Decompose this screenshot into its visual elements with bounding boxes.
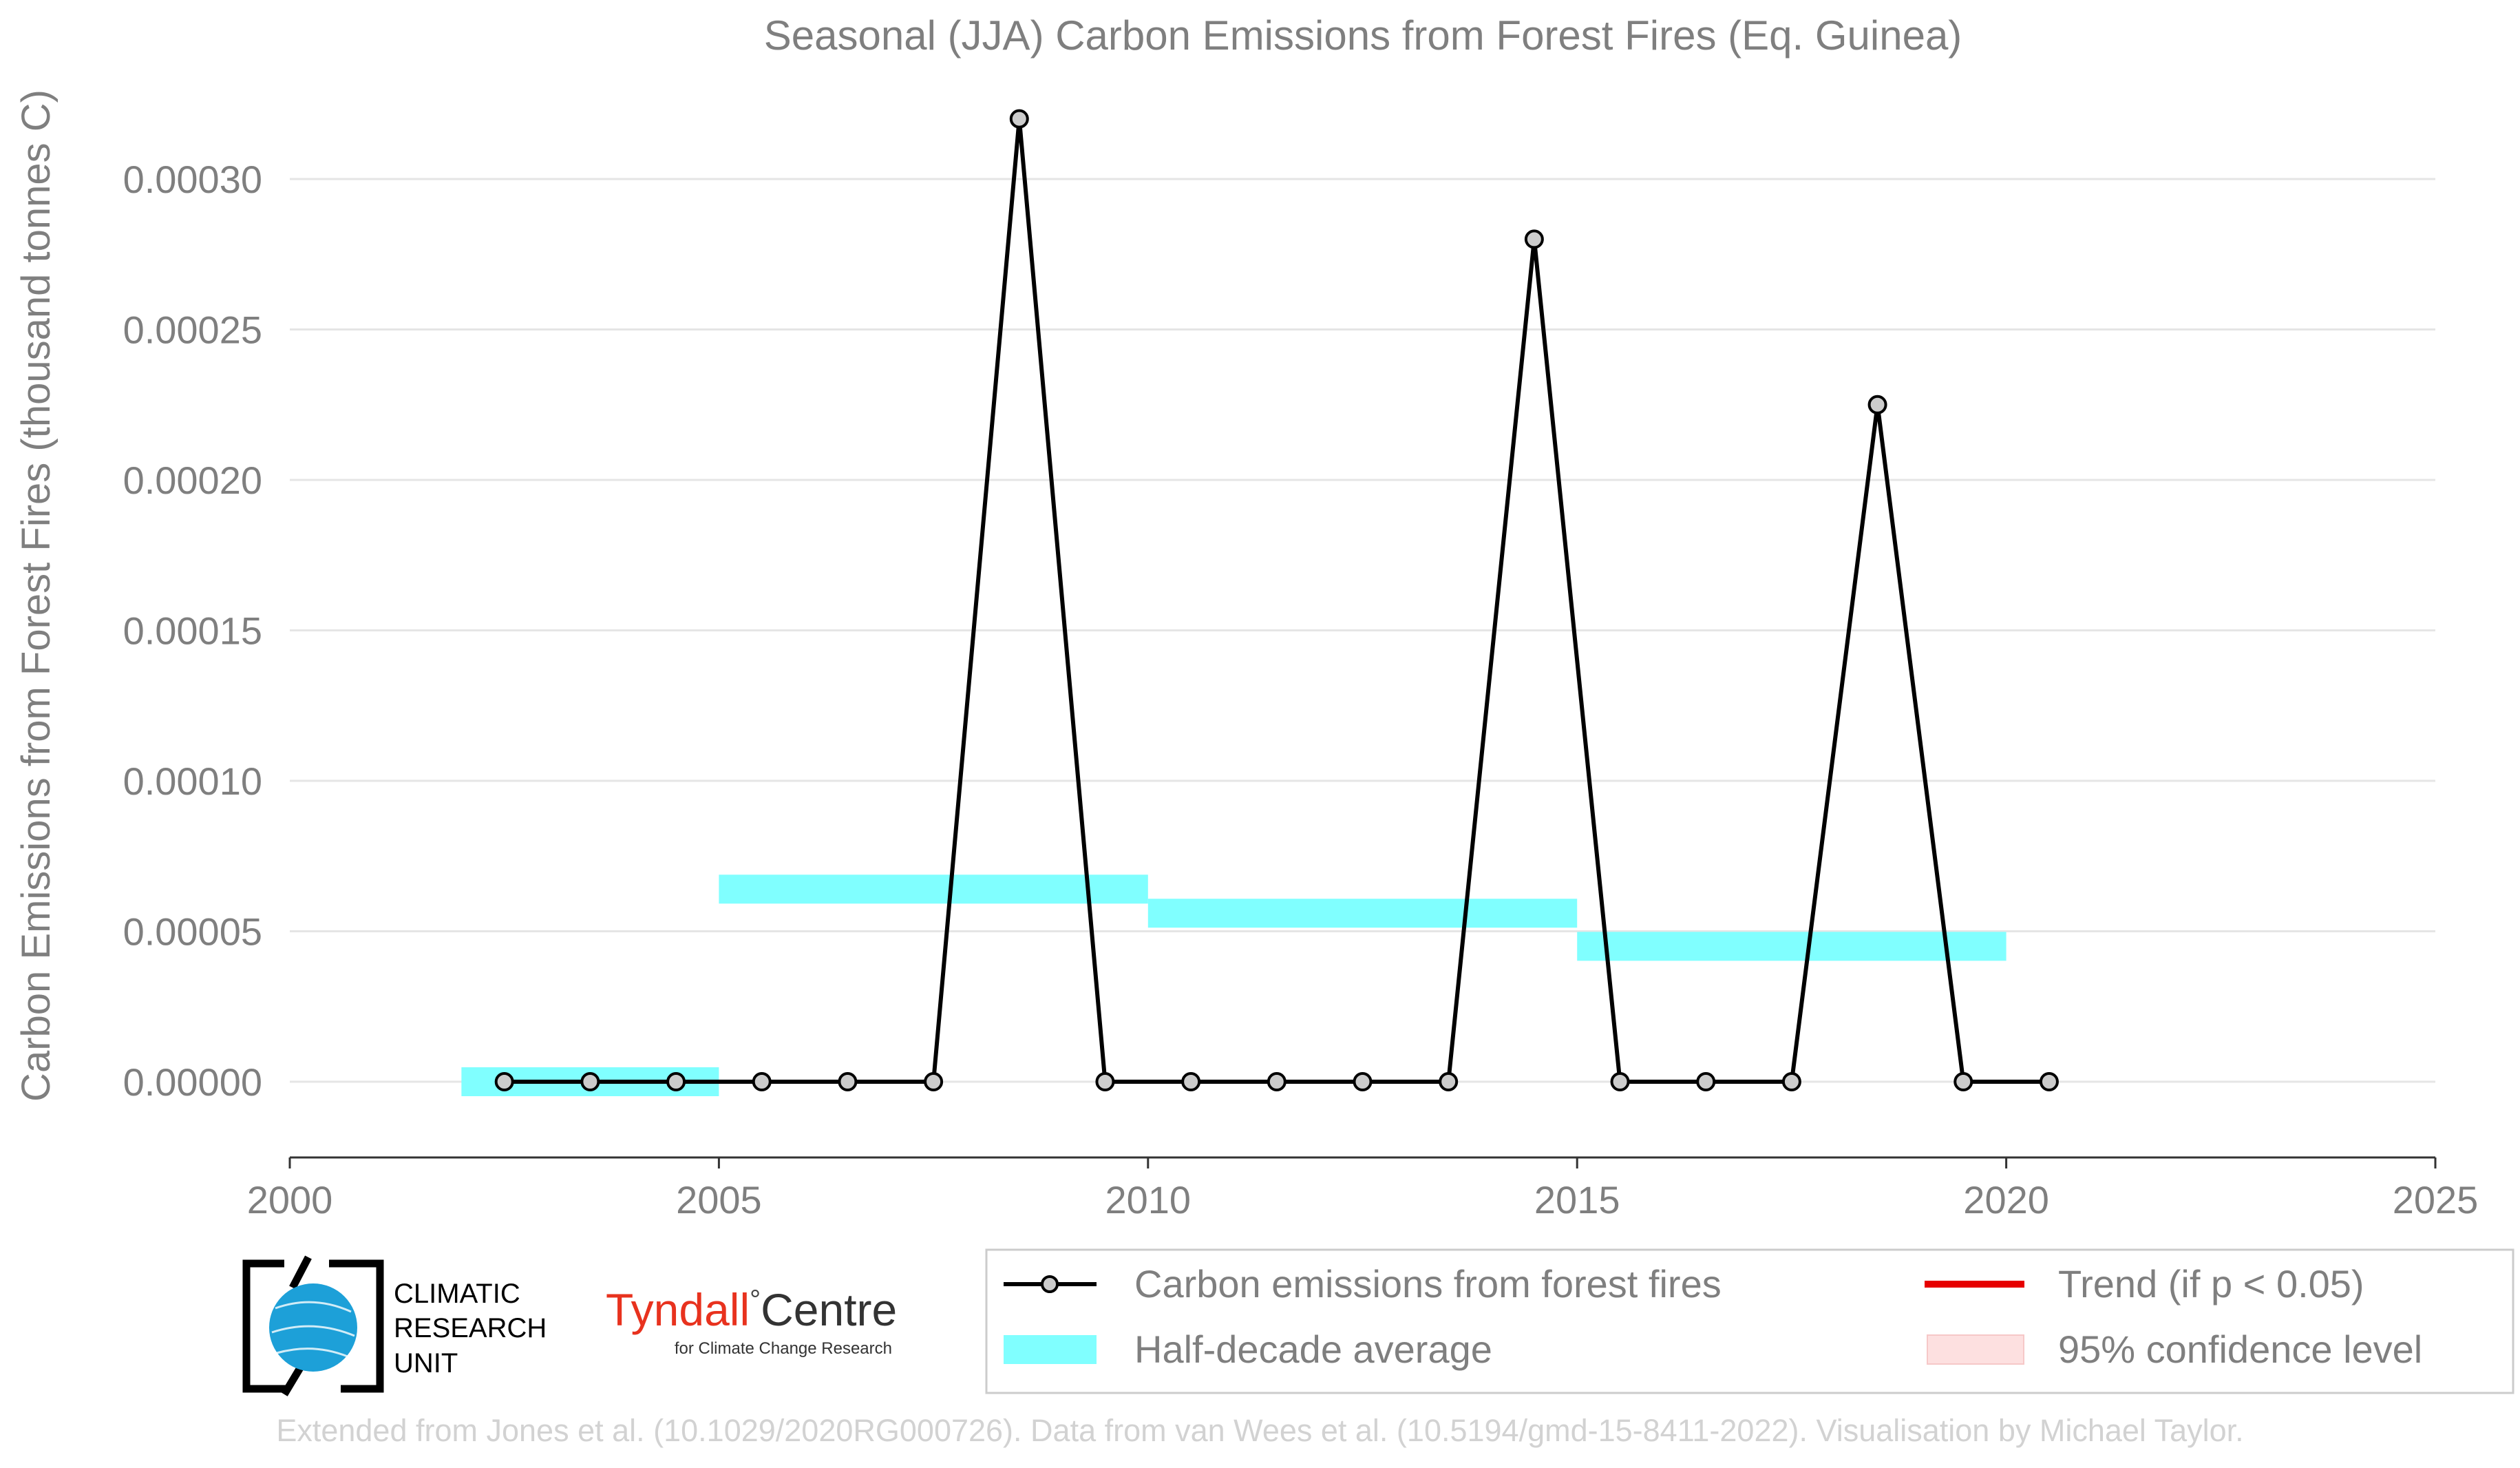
legend-confidence-swatch: [1927, 1334, 2024, 1365]
legend-label-half-decade: Half-decade average: [1134, 1328, 1492, 1371]
data-point: [494, 1072, 514, 1091]
globe-swirl-icon: [271, 1301, 355, 1358]
globe-icon: [269, 1283, 357, 1372]
data-point: [1867, 395, 1887, 415]
tyndall-logo-subtitle: for Climate Change Research: [675, 1339, 892, 1358]
data-point: [1524, 229, 1544, 249]
emissions-series: [494, 109, 2059, 1091]
cru-logo-slash-bottom: [281, 1365, 304, 1396]
legend: Carbon emissions from forest fires Trend…: [985, 1248, 2514, 1394]
y-tick-label: 0.00015: [123, 609, 262, 653]
cru-logo-bracket-left: [242, 1259, 289, 1393]
y-tick-label: 0.00020: [123, 459, 262, 502]
tyndall-logo-name: Tyndall°Centre: [606, 1284, 897, 1335]
cru-logo-bracket-right: [329, 1259, 384, 1393]
cru-logo-line-1: CLIMATIC: [394, 1279, 520, 1309]
data-point: [580, 1072, 600, 1091]
half-decade-bar: [1147, 899, 1578, 928]
data-point: [1181, 1072, 1201, 1091]
tyndall-logo: Tyndall°Centre for Climate Change Resear…: [606, 1284, 897, 1358]
half-decade-bar: [1577, 932, 2007, 961]
data-point: [1610, 1072, 1630, 1091]
data-point: [666, 1072, 686, 1091]
cru-logo-line-2: RESEARCH: [394, 1313, 547, 1343]
y-axis-label: Carbon Emissions from Forest Fires (thou…: [14, 90, 59, 1102]
legend-half-decade-swatch: [1004, 1335, 1097, 1364]
y-tick-label: 0.00025: [123, 308, 262, 352]
x-tick-label: 2025: [2393, 1178, 2479, 1221]
data-point: [1781, 1072, 1801, 1091]
x-tick-label: 2000: [247, 1178, 333, 1221]
legend-label-confidence: 95% confidence level: [2058, 1328, 2422, 1371]
data-point: [838, 1072, 858, 1091]
half-decade-bar: [719, 874, 1148, 904]
data-point: [1267, 1072, 1287, 1091]
credit-text: Extended from Jones et al. (10.1029/2020…: [276, 1413, 2244, 1448]
x-ticks: 2000 2005 2010 2015 2020 2025: [247, 1157, 2479, 1221]
legend-label-trend: Trend (if p < 0.05): [2058, 1262, 2364, 1306]
legend-label-emissions: Carbon emissions from forest fires: [1134, 1262, 1722, 1306]
data-point: [1696, 1072, 1716, 1091]
legend-box: [985, 1248, 2514, 1394]
data-point: [1095, 1072, 1115, 1091]
data-point: [2039, 1072, 2059, 1091]
cru-logo: CLIMATIC RESEARCH UNIT: [242, 1255, 547, 1396]
data-point: [924, 1072, 944, 1091]
x-tick-label: 2020: [1963, 1178, 2049, 1221]
cru-logo-line-3: UNIT: [394, 1348, 458, 1378]
y-tick-label: 0.00030: [123, 158, 262, 201]
x-tick-label: 2010: [1105, 1178, 1192, 1221]
data-point: [1353, 1072, 1373, 1091]
data-point: [1009, 109, 1029, 129]
x-tick-label: 2015: [1534, 1178, 1620, 1221]
half-decade-bands: [461, 874, 2007, 1096]
y-tick-label: 0.00000: [123, 1060, 262, 1104]
cru-logo-slash-top: [289, 1255, 312, 1290]
x-tick-label: 2005: [676, 1178, 762, 1221]
chart-title: Seasonal (JJA) Carbon Emissions from For…: [764, 12, 1962, 59]
gridlines: [290, 178, 2435, 1083]
y-tick-labels: 0.00000 0.00005 0.00010 0.00015 0.00020 0.000…: [123, 158, 262, 1104]
y-tick-label: 0.00010: [123, 759, 262, 803]
y-tick-label: 0.00005: [123, 910, 262, 954]
data-point: [1953, 1072, 1973, 1091]
data-point: [1439, 1072, 1459, 1091]
data-point: [752, 1072, 772, 1091]
legend-marker-swatch: [1041, 1275, 1059, 1293]
